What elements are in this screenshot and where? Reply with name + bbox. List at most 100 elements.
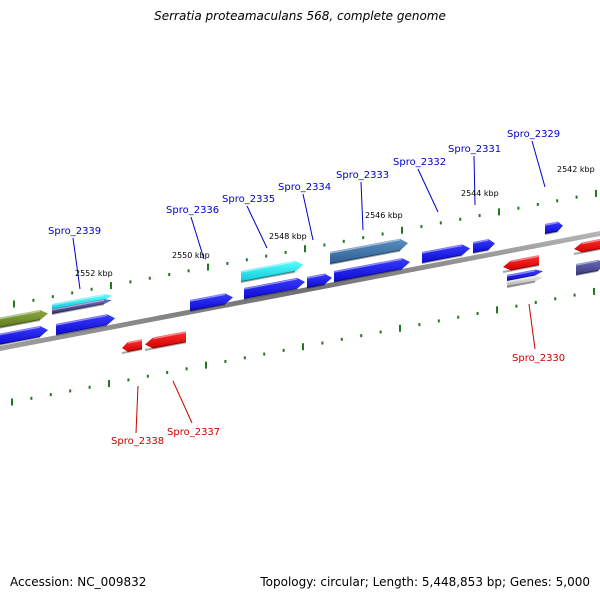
gene-label-spro-2329[interactable]: Spro_2329 <box>507 129 560 140</box>
gene-label-spro-2332[interactable]: Spro_2332 <box>393 157 446 168</box>
feature-slate-small-body <box>52 299 112 314</box>
feature-grey-body <box>507 275 543 287</box>
scale-label-2552: 2552 kbp <box>75 269 113 278</box>
scale-label-2542: 2542 kbp <box>557 165 595 174</box>
gene-red-right-shadow <box>502 264 540 273</box>
gene-spro-2337-highlight <box>152 331 187 340</box>
scale-label-2548: 2548 kbp <box>269 232 307 241</box>
feature-slate-right-shadow <box>575 269 599 276</box>
feature-slate-right-highlight <box>575 260 599 266</box>
gene-label-spro-2333[interactable]: Spro_2333 <box>336 170 389 181</box>
feature-cyan-shadow <box>240 270 296 283</box>
gene-spro-2339-shadow <box>55 324 108 336</box>
feature-cyan-small-body <box>52 294 112 310</box>
gene-red-far-right-body <box>574 239 600 253</box>
leader-spro-2329 <box>531 140 546 188</box>
gene-label-spro-2330[interactable]: Spro_2330 <box>512 353 565 364</box>
leader-spro-2335 <box>246 205 268 249</box>
gene-spro-2337-shadow <box>144 341 187 351</box>
feature-olive-shadow <box>0 319 41 329</box>
leader-spro-2332 <box>417 168 439 213</box>
leader-spro-2338 <box>135 385 139 434</box>
leader-spro-2333 <box>360 181 364 231</box>
gene-label-spro-2335[interactable]: Spro_2335 <box>222 194 275 205</box>
gene-spro-2337-body <box>145 331 186 349</box>
feature-grey <box>506 275 543 288</box>
gene-spro-2339 <box>55 314 115 336</box>
gene-spro-2331 <box>472 239 495 254</box>
gene-spro-2334-highlight <box>306 273 325 279</box>
feature-slate-small-highlight <box>51 299 105 311</box>
gene-spro-2336-body <box>190 293 233 311</box>
gene-red-right-highlight <box>510 255 540 263</box>
gene-spro-2336-shadow <box>189 303 226 312</box>
gene-spro-2335-shadow <box>243 287 298 300</box>
gene-spro-2335-highlight <box>243 278 298 290</box>
gene-spro-2332-shadow <box>421 254 463 264</box>
gene-spro-2329-body <box>545 221 563 234</box>
gene-spro-2339-highlight <box>55 314 108 326</box>
feature-cyan <box>240 260 303 283</box>
leader-spro-2331 <box>473 155 476 206</box>
gene-spro-2339-body <box>56 314 115 335</box>
gene-label-spro-2337[interactable]: Spro_2337 <box>167 427 220 438</box>
feature-steel <box>329 238 408 265</box>
gene-spro-2331-highlight <box>472 239 489 244</box>
scale-label-2550: 2550 kbp <box>172 251 210 260</box>
leader-spro-2337 <box>172 380 193 424</box>
gene-spro-2337 <box>144 331 187 351</box>
feature-steel-body <box>330 238 408 264</box>
feature-olive <box>0 310 48 329</box>
gene-spro-2338-highlight <box>127 339 143 344</box>
accession-text: Accession: NC_009832 <box>10 575 147 589</box>
gene-spro-2333-shadow <box>333 268 403 283</box>
feature-slate-small-shadow <box>51 303 105 315</box>
feature-grey-shadow <box>506 280 536 288</box>
gene-spro-2331-shadow <box>472 249 489 254</box>
gene-spro-2334 <box>306 273 332 289</box>
gene-spro-2330-top-body <box>507 269 543 281</box>
gene-label-spro-2334[interactable]: Spro_2334 <box>278 182 331 193</box>
gene-spro-2329 <box>544 221 563 235</box>
gene-features <box>0 221 600 354</box>
gene-spro-2336 <box>189 293 233 312</box>
gene-spro-2329-highlight <box>544 221 558 226</box>
leader-spro-2336 <box>190 216 205 260</box>
leader-spro-2334 <box>302 193 314 241</box>
gene-label-spro-2331[interactable]: Spro_2331 <box>448 144 501 155</box>
gene-spro-2335 <box>243 277 305 300</box>
feature-steel-shadow <box>329 249 401 265</box>
feature-olive-body <box>0 310 48 328</box>
gene-red-right <box>502 255 540 273</box>
gene-spro-2338-shadow <box>121 348 143 354</box>
genome-backbone <box>0 231 600 351</box>
gene-spro-2332 <box>421 244 470 264</box>
genome-summary-text: Topology: circular; Length: 5,448,853 bp… <box>260 575 590 589</box>
scale-label-2546: 2546 kbp <box>365 211 403 220</box>
gene-red-far-right <box>573 239 600 255</box>
gene-spro-2333 <box>333 258 410 283</box>
feature-grey-highlight <box>506 275 536 283</box>
feature-slate-right <box>575 259 600 276</box>
gene-spro-2335-body <box>244 277 305 299</box>
gene-spro-2329-shadow <box>544 230 558 235</box>
feature-cyan-highlight <box>240 261 296 273</box>
gene-label-spro-2336[interactable]: Spro_2336 <box>166 205 219 216</box>
gene-spro-2333-highlight <box>333 258 403 273</box>
gene-left-edge-highlight <box>0 326 41 336</box>
leader-spro-2339 <box>72 237 81 290</box>
gene-left-edge <box>0 326 48 346</box>
gene-left-edge-shadow <box>0 336 41 346</box>
feature-olive-highlight <box>0 310 41 320</box>
gene-left-edge-body <box>0 326 48 345</box>
feature-slate-small <box>51 299 112 315</box>
gene-label-spro-2338[interactable]: Spro_2338 <box>111 436 164 447</box>
gene-spro-2331-body <box>473 239 495 253</box>
gene-spro-2338 <box>121 339 143 354</box>
feature-steel-highlight <box>329 238 401 254</box>
feature-cyan-body <box>241 260 303 282</box>
gene-spro-2330-top-highlight <box>506 269 536 277</box>
gene-label-spro-2339[interactable]: Spro_2339 <box>48 226 101 237</box>
